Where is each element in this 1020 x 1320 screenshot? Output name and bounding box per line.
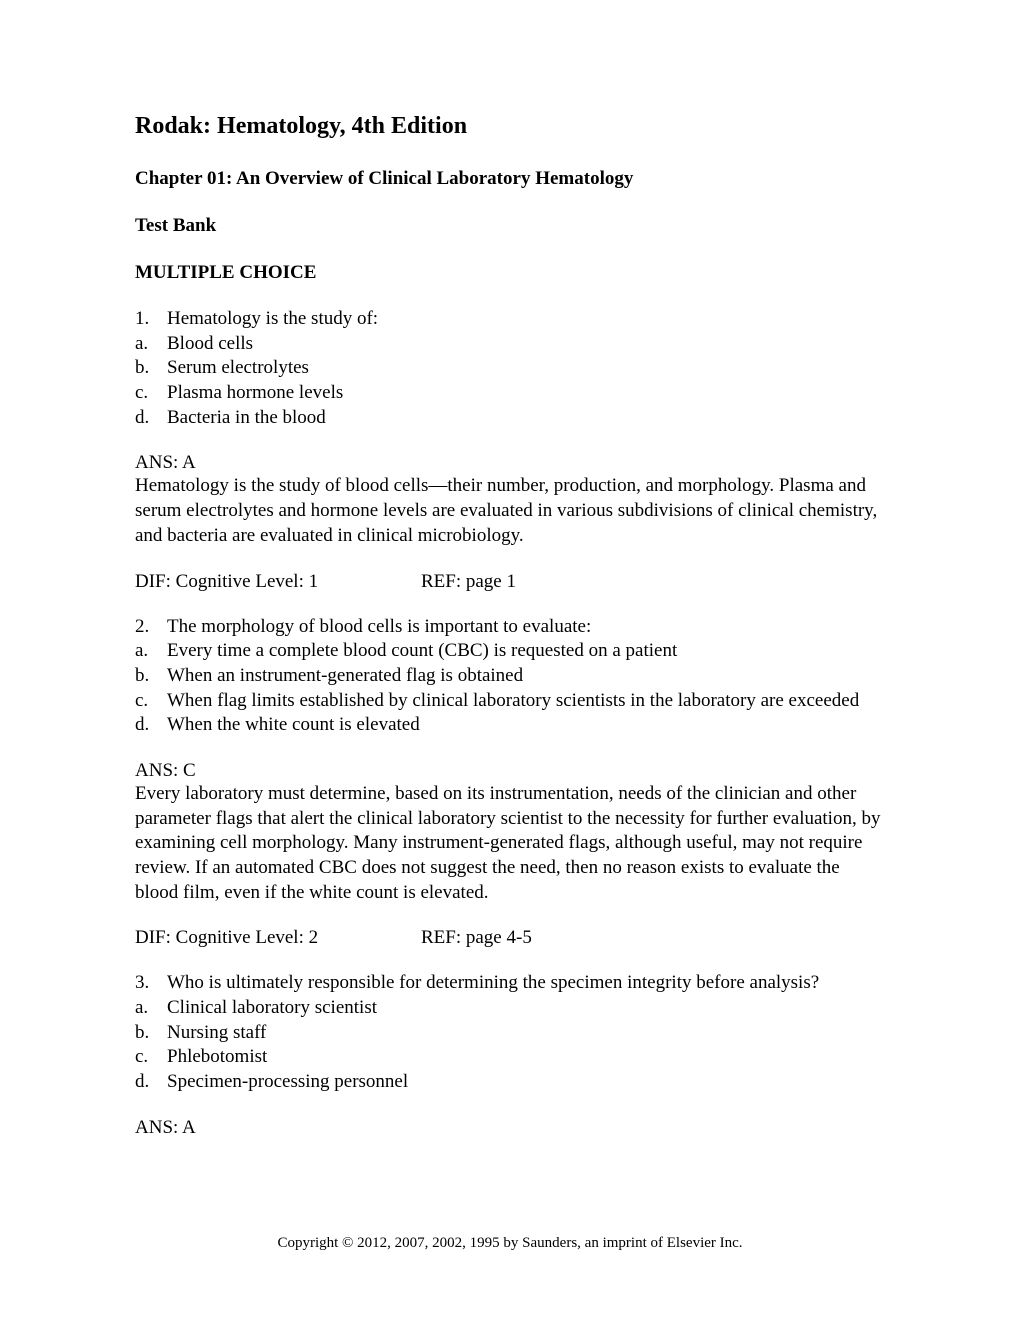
difficulty: DIF: Cognitive Level: 2 <box>135 927 421 949</box>
question-block: 3. Who is ultimately responsible for det… <box>135 971 885 1138</box>
question-number: 3. <box>135 971 167 996</box>
option-text: Bacteria in the blood <box>167 406 885 431</box>
option-letter: d. <box>135 1070 167 1095</box>
option-text: Plasma hormone levels <box>167 381 885 406</box>
option-letter: a. <box>135 639 167 664</box>
option: a. Every time a complete blood count (CB… <box>135 639 885 664</box>
test-bank-label: Test Bank <box>135 215 885 237</box>
question-text: Who is ultimately responsible for determ… <box>167 971 819 996</box>
option-letter: b. <box>135 356 167 381</box>
chapter-heading: Chapter 01: An Overview of Clinical Labo… <box>135 168 885 190</box>
option-text: Blood cells <box>167 332 885 357</box>
option: b. Serum electrolytes <box>135 356 885 381</box>
option: c. When flag limits established by clini… <box>135 689 885 714</box>
option-letter: c. <box>135 381 167 406</box>
answer: ANS: A <box>135 1117 885 1139</box>
question-text: Hematology is the study of: <box>167 307 378 332</box>
reference: REF: page 1 <box>421 571 516 593</box>
question-number: 1. <box>135 307 167 332</box>
explanation: Hematology is the study of blood cells—t… <box>135 474 885 548</box>
option-text: When an instrument-generated flag is obt… <box>167 664 885 689</box>
option: d. Bacteria in the blood <box>135 406 885 431</box>
explanation: Every laboratory must determine, based o… <box>135 782 885 905</box>
question-stem: 1. Hematology is the study of: <box>135 307 885 332</box>
difficulty: DIF: Cognitive Level: 1 <box>135 571 421 593</box>
option: d. When the white count is elevated <box>135 713 885 738</box>
option-letter: d. <box>135 406 167 431</box>
option-letter: b. <box>135 1021 167 1046</box>
option-letter: c. <box>135 1045 167 1070</box>
question-meta: DIF: Cognitive Level: 2 REF: page 4-5 <box>135 927 885 949</box>
option-text: Phlebotomist <box>167 1045 885 1070</box>
reference: REF: page 4-5 <box>421 927 532 949</box>
option: a. Blood cells <box>135 332 885 357</box>
option-text: Serum electrolytes <box>167 356 885 381</box>
option-letter: a. <box>135 996 167 1021</box>
option: c. Plasma hormone levels <box>135 381 885 406</box>
option-text: Every time a complete blood count (CBC) … <box>167 639 885 664</box>
option-letter: b. <box>135 664 167 689</box>
question-block: 2. The morphology of blood cells is impo… <box>135 615 885 950</box>
copyright-footer: Copyright © 2012, 2007, 2002, 1995 by Sa… <box>0 1235 1020 1252</box>
option-text: Clinical laboratory scientist <box>167 996 885 1021</box>
option: b. Nursing staff <box>135 1021 885 1046</box>
answer: ANS: A <box>135 452 885 474</box>
question-stem: 3. Who is ultimately responsible for det… <box>135 971 885 996</box>
question-stem: 2. The morphology of blood cells is impo… <box>135 615 885 640</box>
section-header: MULTIPLE CHOICE <box>135 262 885 284</box>
question-number: 2. <box>135 615 167 640</box>
option-letter: c. <box>135 689 167 714</box>
option: c. Phlebotomist <box>135 1045 885 1070</box>
option-letter: d. <box>135 713 167 738</box>
answer: ANS: C <box>135 760 885 782</box>
question-block: 1. Hematology is the study of: a. Blood … <box>135 307 885 593</box>
question-text: The morphology of blood cells is importa… <box>167 615 591 640</box>
option: d. Specimen-processing personnel <box>135 1070 885 1095</box>
question-meta: DIF: Cognitive Level: 1 REF: page 1 <box>135 571 885 593</box>
document-title: Rodak: Hematology, 4th Edition <box>135 113 885 140</box>
option-text: Specimen-processing personnel <box>167 1070 885 1095</box>
option-text: When the white count is elevated <box>167 713 885 738</box>
option: a. Clinical laboratory scientist <box>135 996 885 1021</box>
option: b. When an instrument-generated flag is … <box>135 664 885 689</box>
option-text: When flag limits established by clinical… <box>167 689 885 714</box>
option-letter: a. <box>135 332 167 357</box>
option-text: Nursing staff <box>167 1021 885 1046</box>
